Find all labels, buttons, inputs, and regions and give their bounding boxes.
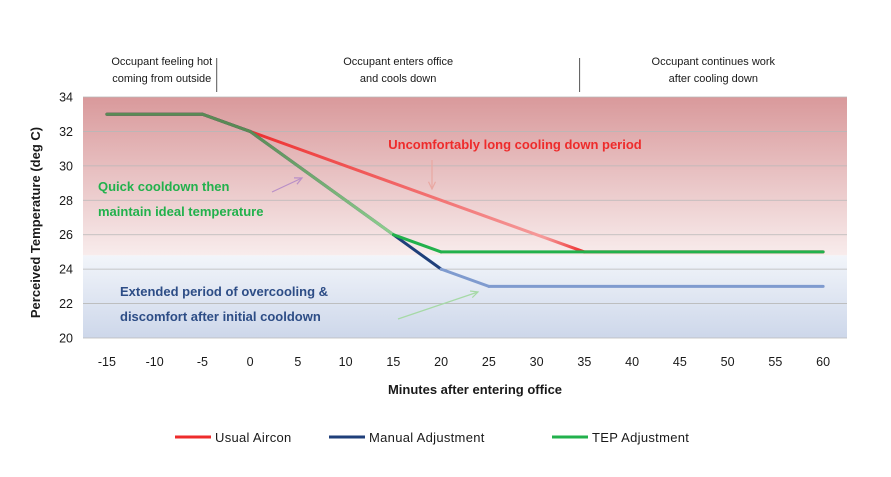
x-tick-label: 45 [673,355,687,369]
arrow-overcooling-head [469,290,480,299]
y-tick-label: 28 [59,194,73,208]
annotation-overcooling: Extended period of overcooling & [120,284,328,299]
arrow-quick-cooldown-shaft [271,177,303,193]
x-axis-title: Minutes after entering office [388,382,562,397]
y-tick-label: 32 [59,125,73,139]
series-tep-adjustment-segment [200,112,252,133]
x-tick-label: 50 [721,355,735,369]
arrow-long-cooldown-head [427,181,437,191]
phase-label: Occupant continues work [652,56,776,68]
x-tick-label: 30 [530,355,544,369]
legend-label: Usual Aircon [215,430,292,445]
arrow-long-cooldown [427,160,437,191]
arrow-overcooling [397,290,480,320]
x-tick-label: 0 [247,355,254,369]
x-tick-label: -5 [197,355,208,369]
legend-label: Manual Adjustment [369,430,485,445]
series-tep-adjustment-segment [248,129,395,237]
y-tick-label: 22 [59,297,73,311]
arrow-quick-cooldown [271,177,304,193]
x-tick-label: 35 [577,355,591,369]
annotation-quick-cooldown: maintain ideal temperature [98,204,263,219]
x-tick-label: 55 [768,355,782,369]
y-tick-label: 34 [59,91,73,105]
annotation-overcooling: discomfort after initial cooldown [120,309,321,324]
annotation-long-cooldown: Uncomfortably long cooling down period [388,137,642,152]
x-tick-label: 25 [482,355,496,369]
phase-label: Occupant feeling hot [111,56,212,68]
phase-label: and cools down [360,73,436,85]
x-tick-label: 40 [625,355,639,369]
x-tick-label: 10 [339,355,353,369]
annotation-quick-cooldown: Quick cooldown then [98,179,230,194]
arrow-quick-cooldown-head [293,177,304,185]
y-axis-title: Perceived Temperature (deg C) [28,127,43,318]
phase-label: Occupant enters office [343,56,453,68]
series-tep-adjustment-segment [391,233,443,254]
x-tick-label: 60 [816,355,830,369]
series-manual-adjustment-segment [439,267,491,288]
y-tick-label: 26 [59,228,73,242]
phase-label: after cooling down [669,73,758,85]
arrow-overcooling-shaft [397,291,479,320]
x-tick-label: 5 [294,355,301,369]
legend-label: TEP Adjustment [592,430,689,445]
phase-label: coming from outside [112,73,211,85]
y-tick-label: 30 [59,159,73,173]
series-usual-aircon-segment [248,129,586,254]
x-tick-label: -15 [98,355,116,369]
x-tick-label: 20 [434,355,448,369]
y-tick-label: 20 [59,332,73,346]
y-tick-label: 24 [59,263,73,277]
x-tick-label: 15 [386,355,400,369]
series-manual-adjustment-segment [391,233,443,271]
uncomfortably-hot-zone-band [83,97,847,256]
x-tick-label: -10 [146,355,164,369]
